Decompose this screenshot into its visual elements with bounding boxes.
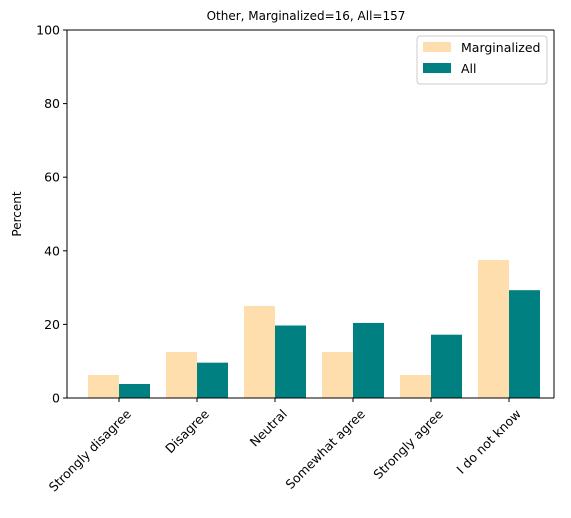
bar-marginalized bbox=[166, 352, 197, 398]
y-tick-label: 20 bbox=[44, 317, 60, 332]
bars-group bbox=[88, 260, 540, 398]
legend-label-marginalized: Marginalized bbox=[461, 40, 541, 55]
y-tick-label: 0 bbox=[52, 391, 60, 406]
bar-marginalized bbox=[478, 260, 509, 398]
bar-marginalized bbox=[400, 375, 431, 398]
x-tick-label: I do not know bbox=[453, 406, 524, 477]
x-tick-label: Strongly agree bbox=[370, 406, 446, 482]
y-tick-label: 80 bbox=[44, 96, 60, 111]
legend-swatch-all bbox=[423, 63, 451, 73]
legend-label-all: All bbox=[461, 61, 477, 76]
x-tick-label: Disagree bbox=[162, 406, 212, 456]
y-tick-label: 40 bbox=[44, 243, 60, 258]
chart-title: Other, Marginalized=16, All=157 bbox=[207, 9, 406, 23]
bar-all bbox=[275, 325, 306, 398]
bar-marginalized bbox=[244, 306, 275, 398]
y-tick-label: 60 bbox=[44, 170, 60, 185]
x-tick-label: Somewhat agree bbox=[282, 406, 368, 492]
bar-all bbox=[431, 334, 462, 398]
legend-swatch-marginalized bbox=[423, 42, 451, 52]
bar-marginalized bbox=[322, 352, 353, 398]
y-tick-label: 100 bbox=[36, 23, 60, 38]
bar-all bbox=[353, 322, 384, 398]
x-tick-label: Strongly disagree bbox=[46, 406, 134, 494]
x-tick-label: Neutral bbox=[247, 406, 290, 449]
bar-all bbox=[197, 362, 228, 398]
bar-all bbox=[509, 290, 540, 398]
bar-all bbox=[119, 384, 150, 398]
y-axis-label: Percent bbox=[10, 191, 24, 236]
legend: Marginalized All bbox=[416, 35, 548, 85]
axes-group: 0 20 40 60 80 100 Strongly disagree Disagree Neu… bbox=[36, 23, 555, 495]
bar-marginalized bbox=[88, 375, 119, 398]
